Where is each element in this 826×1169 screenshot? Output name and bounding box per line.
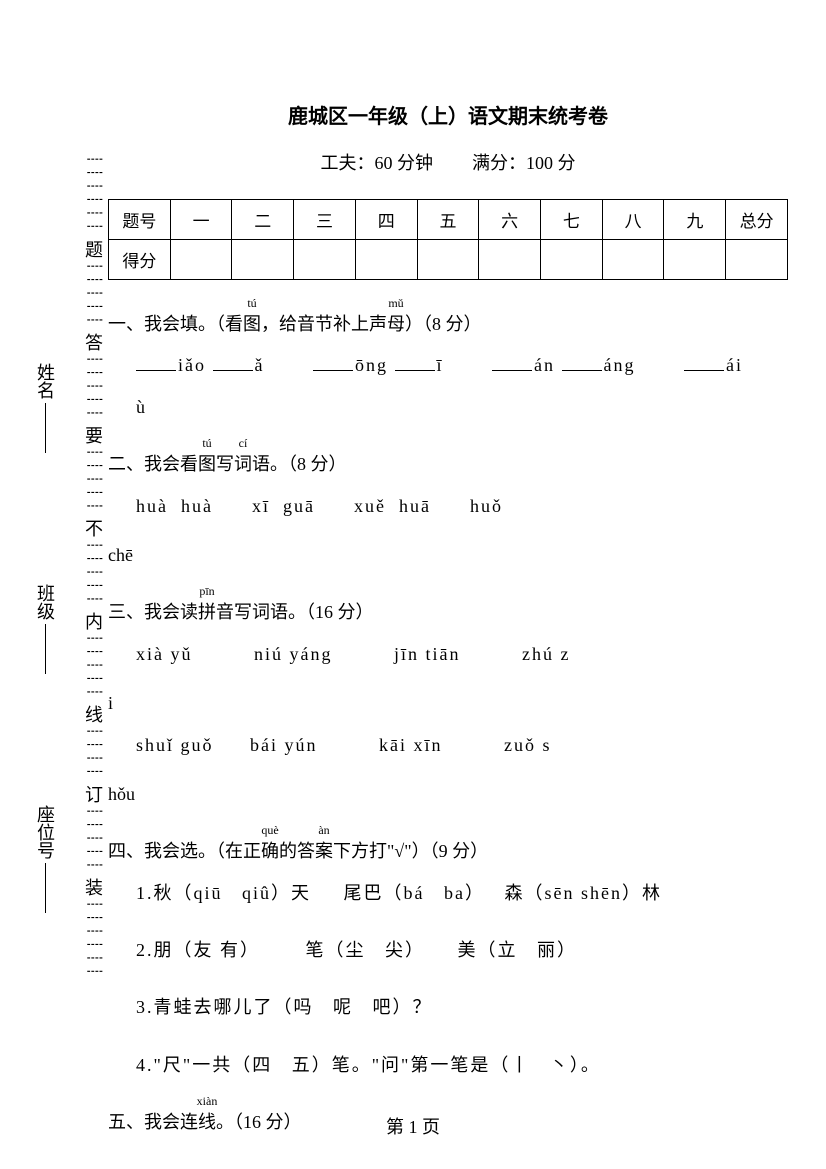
exam-subtitle: 工夫：60 分钟 满分：100 分 [108,149,788,175]
score-table: 题号 一 二 三 四 五 六 七 八 九 总分 得分 [108,199,788,280]
binding-rail: ┊┊┊┊┊┊ 题 ┊┊┊┊┊ 答 ┊┊┊┊┊ 要 ┊┊┊┊┊ 不 ┊┊┊┊┊ 内… [78,155,108,1135]
question-1: 一、我会填。（看tú图，给音节补上声mǔ母）（8 分） iǎo ǎ ōng ī … [108,304,788,428]
question-2: 二、我会看tú图写cí词语。（8 分） huà huà xī guā xuě h… [108,444,788,576]
student-info-rail: 座位号 班级 姓名 [20,300,70,980]
exam-title: 鹿城区一年级（上）语文期末统考卷 [108,100,788,129]
class-label: 班级 [32,584,58,678]
table-row: 得分 [109,240,788,280]
table-row: 题号 一 二 三 四 五 六 七 八 九 总分 [109,200,788,240]
question-4: 四、我会选。（在正què确的答àn案下方打"√"）（9 分） 1.秋（qiū q… [108,831,788,1086]
name-label: 姓名 [32,363,58,457]
question-3: 三、我会读pīn拼音写词语。（16 分） xià yǔ niú yáng jīn… [108,592,788,815]
page-content: 鹿城区一年级（上）语文期末统考卷 工夫：60 分钟 满分：100 分 题号 一 … [108,100,788,1160]
page-footer: 第 1 页 [0,1113,826,1139]
seat-label: 座位号 [32,805,58,917]
